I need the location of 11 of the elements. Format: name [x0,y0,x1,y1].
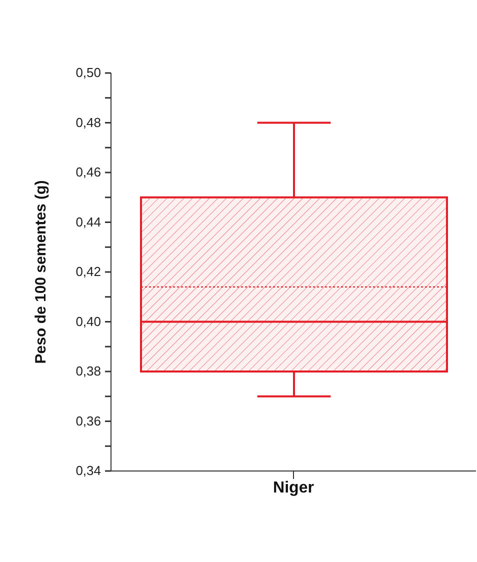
y-tick-label: 0,48 [76,114,101,130]
y-tick-label: 0,44 [76,214,101,230]
y-tick-label: 0,40 [76,314,101,329]
y-tick-label: 0,34 [76,463,101,478]
y-tick-label: 0,38 [76,364,101,378]
y-axis-title: Peso de 100 sementes (g) [32,180,50,364]
x-tick-label: Niger [273,479,314,496]
y-tick-label: 0,50 [76,65,101,80]
y-tick-label: 0,42 [76,264,101,279]
y-tick-label: 0,36 [76,413,101,428]
y-tick-label: 0,46 [76,164,101,180]
